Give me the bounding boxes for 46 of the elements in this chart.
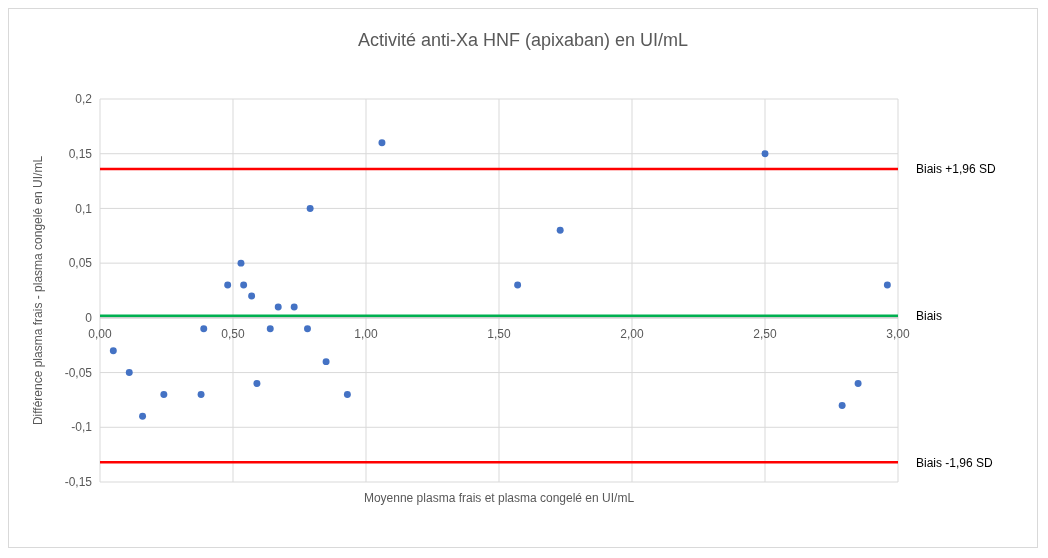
y-tick-label: -0,15 [64,475,93,490]
x-tick-label: 2,00 [620,326,644,341]
y-tick-label: -0,1 [71,420,93,435]
point [240,281,248,289]
point [556,226,564,234]
point [253,380,261,387]
point [125,369,133,377]
x-tick-label: 1,50 [487,326,511,341]
point [237,259,245,267]
x-axis-title: Moyenne plasma frais et plasma congelé en UI/mL [363,491,635,505]
x-tick-label: 2,50 [753,326,777,341]
point [304,325,311,333]
point [200,325,208,333]
point [838,401,846,409]
x-tick-label: 0,00 [88,326,112,341]
y-tick-label: 0 [85,311,93,326]
x-tick-label: 1,00 [354,326,378,341]
ref-line-label: Biais -1,96 SD [916,455,994,470]
x-tick-label: 0,50 [221,326,245,341]
point [224,281,232,289]
point [343,390,351,398]
ref-line-label: Biais [916,308,943,323]
point [854,380,862,387]
y-axis-title: Différence plasma frais - plasma congelé en UI/mL [31,155,45,426]
point [160,390,168,398]
point [197,390,205,398]
y-tick-label: 0,2 [75,92,93,107]
point [109,347,117,355]
point [883,281,891,289]
y-tick-label: 0,05 [68,256,93,271]
point [378,139,386,147]
point [274,303,282,311]
y-tick-label: 0,15 [68,146,93,161]
point [139,412,147,420]
point [761,150,769,158]
point [248,292,256,300]
point [290,303,298,311]
y-tick-label: 0,1 [75,201,93,216]
point [514,281,522,289]
ref-line-label: Biais +1,96 SD [916,162,997,177]
y-tick-label: -0,05 [64,365,93,380]
point [306,204,314,212]
point [266,325,274,333]
chart-title: Activité anti-Xa HNF (apixaban) en UI/mL [357,30,689,50]
x-tick-label: 3,00 [886,326,910,341]
point [322,358,330,366]
